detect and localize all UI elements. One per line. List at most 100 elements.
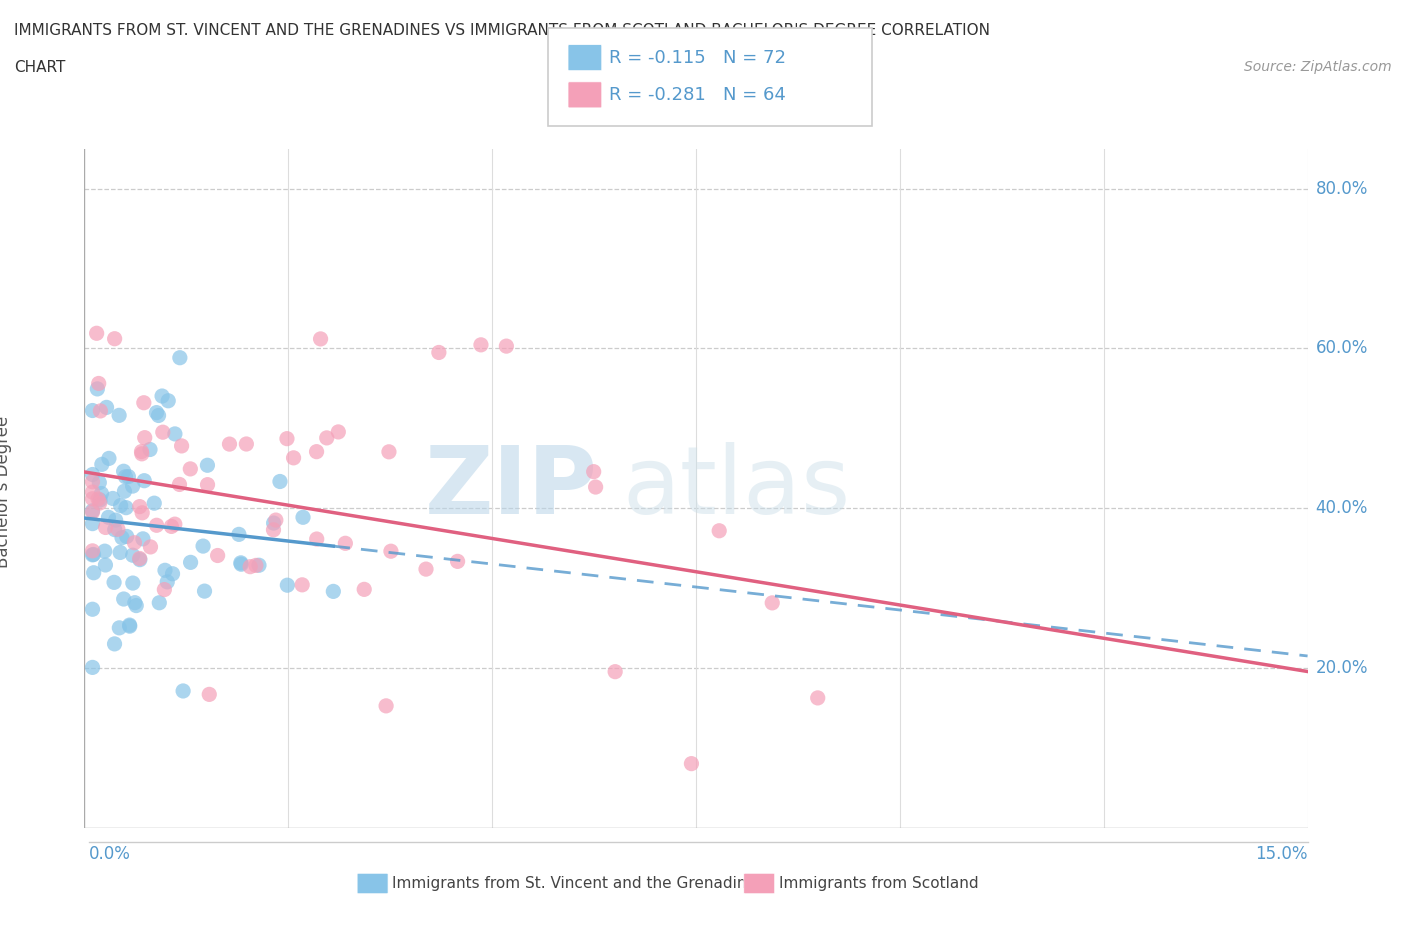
Point [415,562,437,577]
Point [375,698,398,713]
Point [163,427,186,442]
Point [269,474,291,489]
Point [427,345,450,360]
Point [86,381,108,396]
Point [446,554,468,569]
Point [128,552,150,567]
Point [89,493,111,508]
Point [169,477,191,492]
Point [94,558,117,573]
Point [82,505,104,520]
Point [153,582,176,597]
Point [89,475,111,490]
Point [283,450,305,465]
Point [110,498,132,513]
Point [180,555,202,570]
Point [103,575,125,590]
Text: IMMIGRANTS FROM ST. VINCENT AND THE GRENADINES VS IMMIGRANTS FROM SCOTLAND BACHE: IMMIGRANTS FROM ST. VINCENT AND THE GREN… [14,23,990,38]
Text: 60.0%: 60.0% [1316,339,1368,357]
Point [162,566,184,581]
Point [139,442,162,457]
Point [228,527,250,542]
Text: Immigrants from St. Vincent and the Grenadines: Immigrants from St. Vincent and the Gren… [392,876,765,891]
Point [245,558,267,573]
Point [292,510,315,525]
Point [82,660,104,675]
Point [131,445,153,459]
Point [263,515,285,530]
Point [152,425,174,440]
Point [276,578,298,592]
Point [132,531,155,546]
Point [263,523,285,538]
Point [709,524,731,538]
Point [495,339,517,353]
Point [229,555,252,570]
Point [124,536,146,551]
Point [108,408,131,423]
Point [108,620,131,635]
Point [115,500,138,515]
Point [198,687,221,702]
Point [118,618,141,632]
Point [97,451,120,466]
Point [231,557,253,572]
Point [96,400,118,415]
Point [235,436,257,451]
Point [150,389,173,404]
Point [89,404,111,418]
Point [145,518,167,533]
Point [124,595,146,610]
Point [121,479,143,494]
Point [108,545,131,560]
Point [353,582,375,597]
Point [111,530,134,545]
Point [807,690,830,705]
Point [82,602,104,617]
Point [125,598,148,613]
Point [90,457,112,472]
Point [239,559,262,574]
Point [169,351,191,365]
Point [291,578,314,592]
Text: Source: ZipAtlas.com: Source: ZipAtlas.com [1244,60,1392,74]
Point [104,512,127,527]
Point [94,544,117,559]
Text: 40.0%: 40.0% [1316,499,1368,517]
Point [83,565,105,580]
Point [87,492,110,507]
Point [582,464,605,479]
Point [163,517,186,532]
Text: CHART: CHART [14,60,66,75]
Point [134,431,156,445]
Point [305,445,328,459]
Point [104,331,127,346]
Point [132,395,155,410]
Point [112,591,135,606]
Point [82,474,104,489]
Point [117,469,139,484]
Point [157,393,180,408]
Point [82,543,104,558]
Point [156,575,179,590]
Text: ZIP: ZIP [425,443,598,534]
Point [191,538,214,553]
Point [305,532,328,547]
Point [335,536,357,551]
Point [470,338,492,352]
Text: 20.0%: 20.0% [1316,659,1368,677]
Point [328,424,350,439]
Point [605,664,627,679]
Point [118,618,141,633]
Text: R = -0.115   N = 72: R = -0.115 N = 72 [609,48,786,67]
Point [145,405,167,420]
Point [179,461,201,476]
Point [82,548,104,563]
Point [103,636,125,651]
Point [309,331,332,346]
Point [82,467,104,482]
Point [160,519,183,534]
Point [276,432,298,446]
Point [148,408,170,423]
Point [761,595,783,610]
